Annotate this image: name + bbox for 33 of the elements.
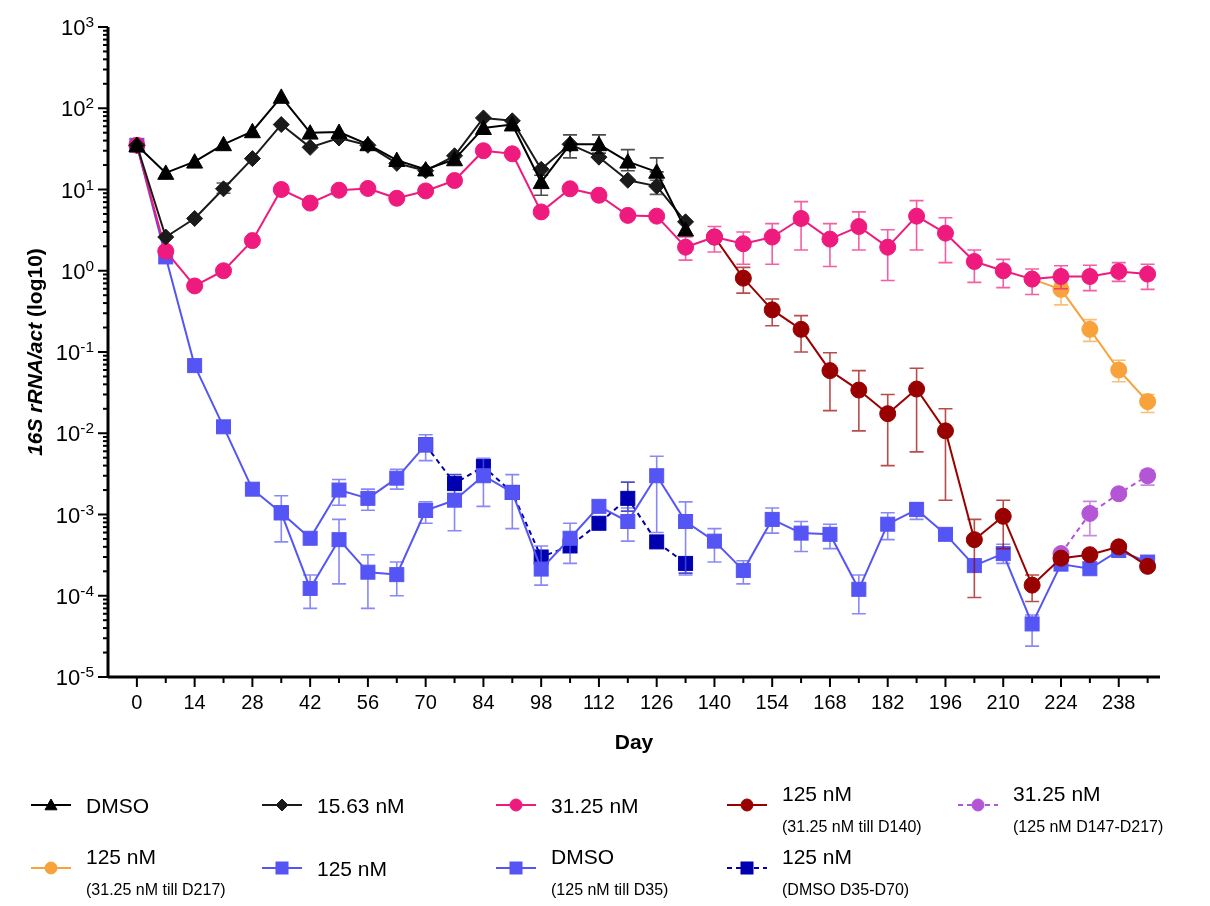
x-tick-label: 168 bbox=[813, 691, 847, 713]
legend-label: 31.25 nM bbox=[551, 794, 639, 817]
x-tick-label: 112 bbox=[582, 691, 615, 713]
y-tick-label: 10$^{0}$ bbox=[60, 256, 94, 284]
x-tick-label: 14 bbox=[183, 691, 206, 713]
x-tick-label: 126 bbox=[640, 691, 674, 713]
x-tick-label: 140 bbox=[697, 691, 732, 713]
y-tick-label: 10$^{-1}$ bbox=[55, 337, 94, 365]
x-tick-label: 42 bbox=[299, 691, 322, 713]
legend-label: 15.63 nM bbox=[317, 794, 405, 817]
x-tick-label: 0 bbox=[131, 691, 143, 713]
x-axis-title: Day bbox=[614, 730, 654, 753]
x-tick-label: 70 bbox=[414, 691, 437, 713]
x-tick-label: 224 bbox=[1044, 691, 1078, 713]
legend-label: 125 nM bbox=[317, 857, 388, 880]
y-tick-label: 10$^{2}$ bbox=[60, 93, 94, 122]
x-tick-label: 238 bbox=[1102, 691, 1136, 713]
x-tick-label: 154 bbox=[755, 691, 789, 713]
x-tick-label: 210 bbox=[986, 691, 1020, 713]
x-tick-label: 196 bbox=[928, 691, 963, 713]
x-tick-label: 56 bbox=[356, 691, 380, 713]
x-tick-label: 182 bbox=[871, 691, 905, 713]
legend-label: DMSO bbox=[86, 794, 149, 817]
y-tick-label: 10$^{-4}$ bbox=[55, 581, 95, 609]
x-tick-label: 98 bbox=[530, 691, 553, 713]
x-tick-label: 28 bbox=[241, 691, 264, 713]
y-tick-label: 10$^{3}$ bbox=[60, 12, 94, 40]
y-axis-title: 16S rRNA/act (log10) bbox=[23, 248, 46, 456]
y-tick-label: 10$^{1}$ bbox=[60, 175, 94, 203]
y-tick-label: 10$^{-3}$ bbox=[55, 500, 94, 528]
x-tick-label: 84 bbox=[472, 691, 495, 713]
y-tick-label: 10$^{-5}$ bbox=[55, 662, 94, 690]
y-tick-label: 10$^{-2}$ bbox=[55, 418, 94, 447]
